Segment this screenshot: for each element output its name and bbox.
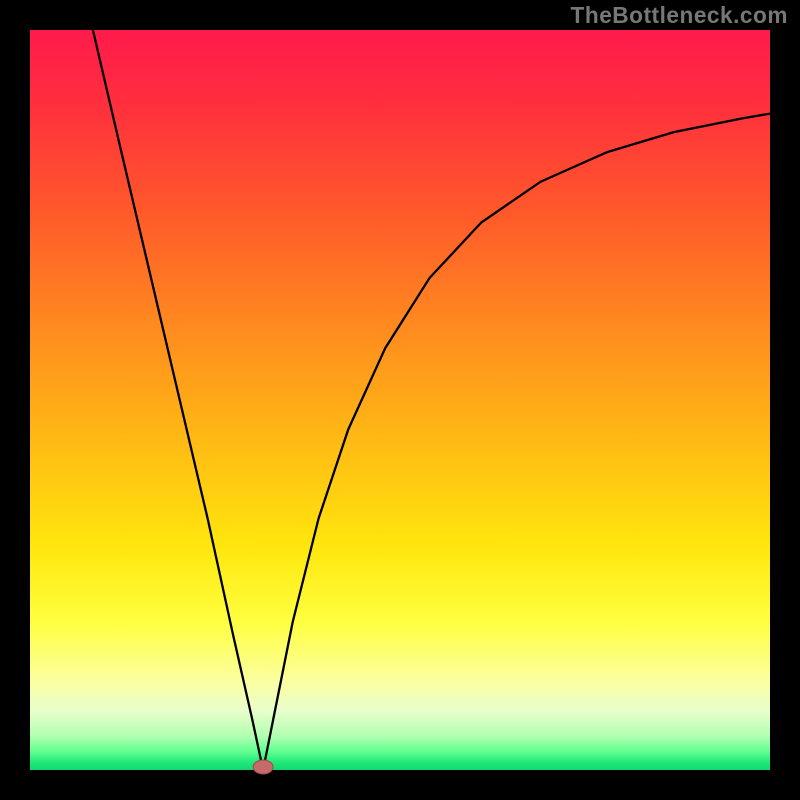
minimum-marker [253, 760, 273, 774]
watermark-text: TheBottleneck.com [571, 2, 788, 29]
chart-stage: TheBottleneck.com [0, 0, 800, 800]
bottleneck-curve-chart [0, 0, 800, 800]
plot-background-gradient [30, 30, 770, 770]
